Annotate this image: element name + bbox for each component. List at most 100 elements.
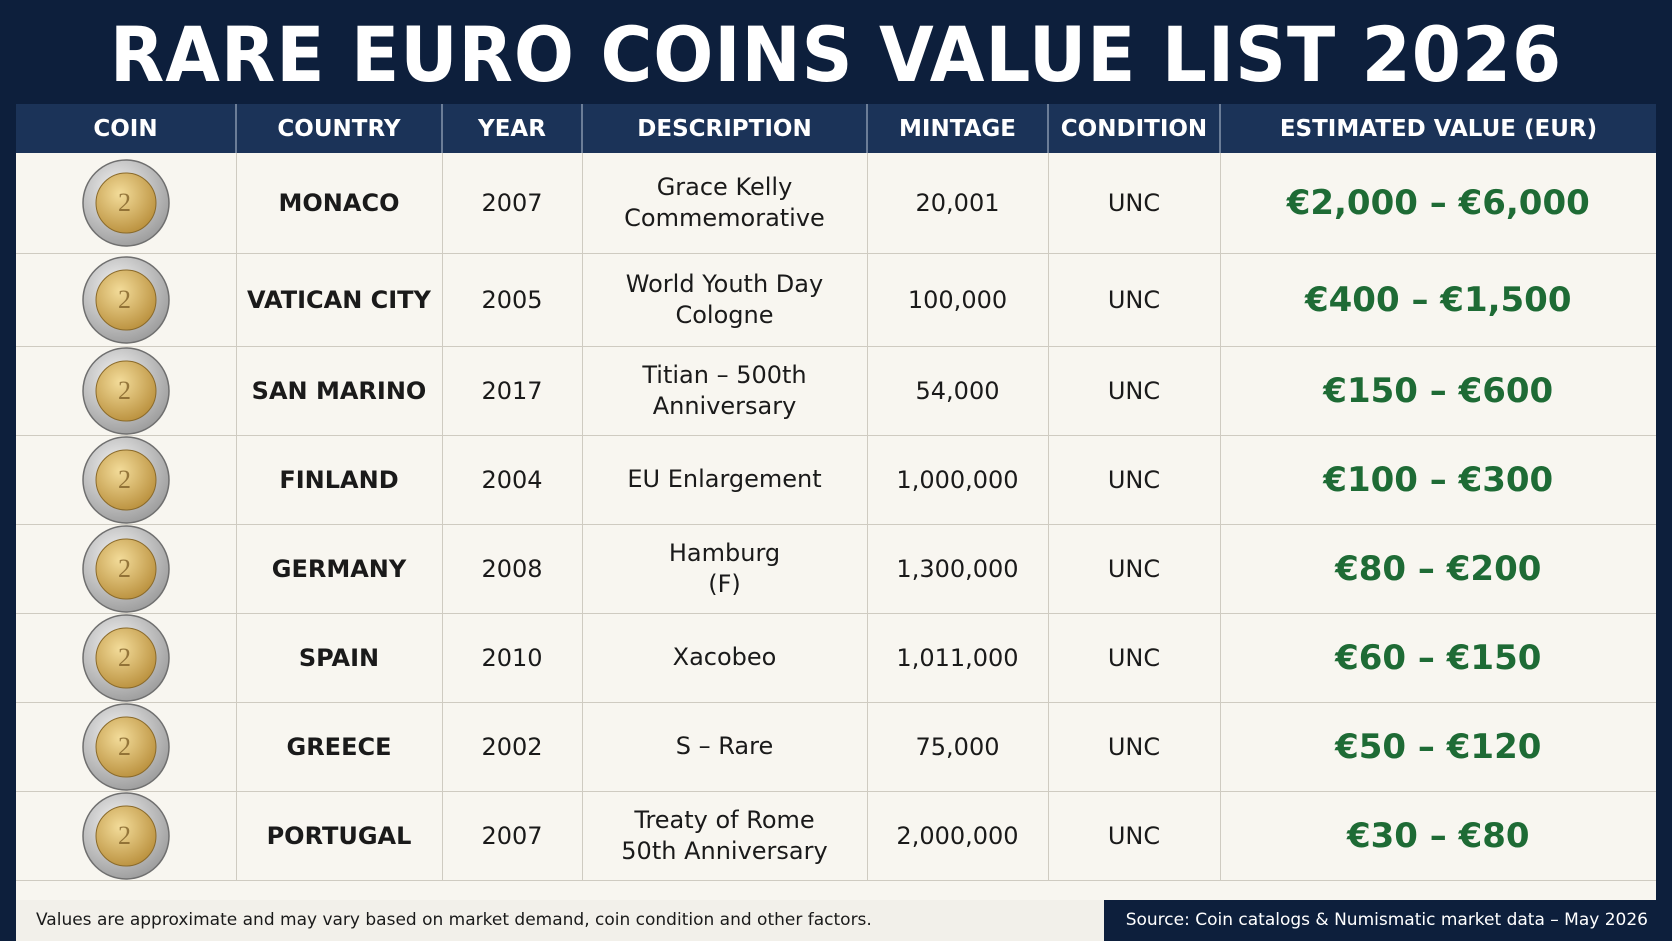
header-description: DESCRIPTION — [582, 104, 868, 153]
svg-text:2: 2 — [118, 643, 131, 672]
table-row: 2 GREECE 2002 S – Rare 75,000 UNC €50 – €120 — [16, 702, 1656, 792]
mintage-cell: 1,000,000 — [867, 435, 1049, 525]
description-line: EU Enlargement — [627, 465, 822, 493]
estimated-value-cell: €150 – €600 — [1220, 346, 1656, 436]
year-cell: 2002 — [442, 702, 583, 792]
footer-source: Source: Coin catalogs & Numismatic marke… — [1104, 900, 1672, 941]
estimated-value-cell: €100 – €300 — [1220, 435, 1656, 525]
svg-text:2: 2 — [118, 376, 131, 405]
year-cell: 2007 — [442, 153, 583, 254]
country-cell: PORTUGAL — [236, 791, 443, 881]
condition-cell: UNC — [1048, 791, 1221, 881]
country-cell: FINLAND — [236, 435, 443, 525]
year-cell: 2010 — [442, 613, 583, 703]
estimated-value-cell: €80 – €200 — [1220, 524, 1656, 614]
description-line: World Youth Day — [625, 269, 824, 298]
description-line: S – Rare — [675, 732, 774, 760]
header-condition: CONDITION — [1048, 104, 1221, 153]
year-cell: 2007 — [442, 791, 583, 881]
coin-cell: 2 — [16, 346, 237, 436]
condition-cell: UNC — [1048, 702, 1221, 792]
condition-cell: UNC — [1048, 435, 1221, 525]
header-mintage: MINTAGE — [867, 104, 1049, 153]
svg-text:2: 2 — [118, 188, 131, 217]
country-cell: SPAIN — [236, 613, 443, 703]
svg-text:2: 2 — [118, 285, 131, 314]
svg-text:2: 2 — [118, 554, 131, 583]
estimated-value-cell: €50 – €120 — [1220, 702, 1656, 792]
description-cell: S – Rare — [582, 702, 868, 792]
coin-cell: 2 — [16, 253, 237, 347]
condition-cell: UNC — [1048, 524, 1221, 614]
mintage-cell: 100,000 — [867, 253, 1049, 347]
country-cell: MONACO — [236, 153, 443, 254]
table-row: 2 FINLAND 2004 EU Enlargement 1,000,000 UNC €1… — [16, 435, 1656, 525]
estimated-value-cell: €60 – €150 — [1220, 613, 1656, 703]
description-cell: Xacobeo — [582, 613, 868, 703]
2-euro-coin-icon: 2 — [16, 159, 236, 247]
2-euro-coin-icon: 2 — [16, 791, 236, 880]
coin-table-container: COIN COUNTRY YEAR DESCRIPTION MINTAGE CO… — [16, 104, 1656, 900]
description-line: Titian – 500th — [642, 360, 807, 389]
header-country: COUNTRY — [236, 104, 443, 153]
table-row: 2 PORTUGAL 2007 Treaty of Rome 50th Annivers… — [16, 791, 1656, 881]
mintage-cell: 54,000 — [867, 346, 1049, 436]
description-cell: Hamburg (F) — [582, 524, 868, 614]
svg-text:2: 2 — [118, 465, 131, 494]
header-year: YEAR — [442, 104, 583, 153]
description-cell: World Youth Day Cologne — [582, 253, 868, 347]
description-line: Grace Kelly — [656, 172, 793, 201]
coin-cell: 2 — [16, 524, 237, 614]
2-euro-coin-icon: 2 — [16, 702, 236, 791]
header-estimated-value: ESTIMATED VALUE (EUR) — [1220, 104, 1656, 153]
year-cell: 2005 — [442, 253, 583, 347]
year-cell: 2017 — [442, 346, 583, 436]
2-euro-coin-icon: 2 — [16, 255, 236, 344]
condition-cell: UNC — [1048, 613, 1221, 703]
mintage-cell: 20,001 — [867, 153, 1049, 254]
description-line: Commemorative — [624, 203, 825, 232]
description-cell: Treaty of Rome 50th Anniversary — [582, 791, 868, 881]
table-row: 2 SAN MARINO 2017 Titian – 500th Anniversary… — [16, 346, 1656, 436]
condition-cell: UNC — [1048, 346, 1221, 436]
table-row: 2 VATICAN CITY 2005 World Youth Day Cologne 1… — [16, 253, 1656, 347]
description-line: Treaty of Rome — [634, 805, 815, 834]
page-title: RARE EURO COINS VALUE LIST 2026 — [109, 10, 1563, 99]
estimated-value-cell: €2,000 – €6,000 — [1220, 153, 1656, 254]
2-euro-coin-icon: 2 — [16, 346, 236, 435]
svg-text:2: 2 — [118, 821, 131, 850]
description-line: Anniversary — [652, 391, 797, 420]
condition-cell: UNC — [1048, 153, 1221, 254]
coin-value-table: COIN COUNTRY YEAR DESCRIPTION MINTAGE CO… — [16, 104, 1656, 881]
estimated-value-cell: €400 – €1,500 — [1220, 253, 1656, 347]
description-cell: Grace Kelly Commemorative — [582, 153, 868, 254]
country-cell: GERMANY — [236, 524, 443, 614]
mintage-cell: 2,000,000 — [867, 791, 1049, 881]
description-line: Xacobeo — [672, 643, 777, 671]
table-row: 2 SPAIN 2010 Xacobeo 1,011,000 UNC €60 – €150 — [16, 613, 1656, 703]
2-euro-coin-icon: 2 — [16, 435, 236, 524]
table-row: 2 MONACO 2007 Grace Kelly Commemorative 20,00… — [16, 153, 1656, 254]
coin-cell: 2 — [16, 791, 237, 881]
2-euro-coin-icon: 2 — [16, 524, 236, 613]
coin-cell: 2 — [16, 153, 237, 254]
description-line: Hamburg — [668, 538, 781, 567]
description-line: (F) — [708, 569, 741, 598]
table-row: 2 GERMANY 2008 Hamburg (F) 1,300,000 UNC €80 – … — [16, 524, 1656, 614]
coin-cell: 2 — [16, 613, 237, 703]
svg-text:2: 2 — [118, 732, 131, 761]
estimated-value-cell: €30 – €80 — [1220, 791, 1656, 881]
mintage-cell: 75,000 — [867, 702, 1049, 792]
year-cell: 2004 — [442, 435, 583, 525]
description-line: Cologne — [675, 300, 774, 329]
condition-cell: UNC — [1048, 253, 1221, 347]
country-cell: SAN MARINO — [236, 346, 443, 436]
mintage-cell: 1,011,000 — [867, 613, 1049, 703]
mintage-cell: 1,300,000 — [867, 524, 1049, 614]
year-cell: 2008 — [442, 524, 583, 614]
table-header-row: COIN COUNTRY YEAR DESCRIPTION MINTAGE CO… — [16, 104, 1656, 153]
header-coin: COIN — [16, 104, 237, 153]
footer-disclaimer: Values are approximate and may vary base… — [16, 900, 1104, 941]
country-cell: GREECE — [236, 702, 443, 792]
description-line: 50th Anniversary — [621, 836, 828, 865]
